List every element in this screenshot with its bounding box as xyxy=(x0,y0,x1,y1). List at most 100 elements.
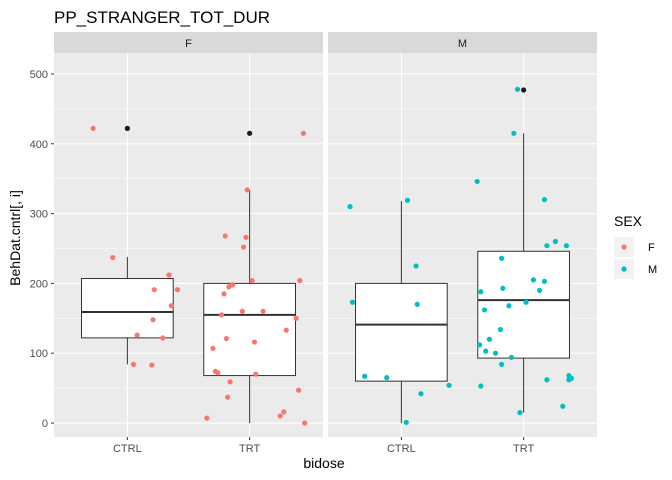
data-point xyxy=(239,308,245,314)
data-point xyxy=(300,130,307,136)
data-point xyxy=(414,301,420,307)
data-point xyxy=(362,373,368,379)
data-point xyxy=(418,391,424,397)
legend-key-M xyxy=(621,266,627,272)
data-point xyxy=(215,370,221,376)
data-point xyxy=(244,187,250,193)
y-axis: 0 100 200 300 400 500 xyxy=(30,69,54,430)
data-point xyxy=(511,130,517,136)
data-point xyxy=(541,278,548,284)
data-point xyxy=(166,272,172,278)
data-point xyxy=(204,415,210,421)
facet-panel-M: M xyxy=(328,32,597,437)
data-point xyxy=(500,285,506,291)
box-CTRL xyxy=(81,125,174,365)
y-tick-label: 200 xyxy=(30,278,48,290)
y-tick-label: 0 xyxy=(42,418,48,430)
data-point xyxy=(403,419,409,425)
data-point xyxy=(497,326,504,333)
x-tick-label: CTRL xyxy=(387,443,416,455)
data-point xyxy=(283,327,289,333)
x-tick-label: TRT xyxy=(239,443,260,455)
y-tick-label: 500 xyxy=(30,69,48,81)
data-point xyxy=(295,387,302,393)
data-point xyxy=(150,317,156,323)
data-point xyxy=(151,287,157,293)
data-point xyxy=(110,254,116,261)
data-point xyxy=(544,377,550,383)
data-point xyxy=(347,204,353,210)
data-point xyxy=(249,278,255,284)
data-point xyxy=(499,361,505,367)
data-point xyxy=(90,125,96,132)
x-axis: CTRL TRT CTRL TRT xyxy=(113,437,535,455)
box-TRT xyxy=(477,87,570,413)
x-tick-label: TRT xyxy=(513,443,534,455)
data-point xyxy=(229,282,236,288)
facet-strip-label: M xyxy=(458,38,467,50)
box-body xyxy=(203,282,296,377)
data-point xyxy=(243,234,249,240)
data-point xyxy=(474,178,480,185)
data-point xyxy=(168,303,174,309)
x-tick-label: CTRL xyxy=(113,443,142,455)
data-point xyxy=(134,332,140,338)
data-point xyxy=(253,371,259,377)
panel-background xyxy=(54,53,323,437)
data-point xyxy=(281,409,287,415)
y-axis-title: BehDat.cntrl[, i] xyxy=(7,190,23,286)
data-point xyxy=(404,197,411,203)
facet-panel-F: F xyxy=(54,32,323,437)
data-point xyxy=(218,312,225,318)
data-point xyxy=(477,342,483,348)
data-point xyxy=(560,403,566,409)
data-point xyxy=(481,307,488,313)
data-point xyxy=(302,420,308,426)
data-point xyxy=(506,303,512,309)
facet-strip-label: F xyxy=(185,38,192,50)
data-point xyxy=(530,277,537,283)
legend-title: SEX xyxy=(614,213,643,229)
y-tick-label: 400 xyxy=(30,139,48,151)
data-point xyxy=(478,289,484,295)
box-body xyxy=(355,282,448,382)
data-point xyxy=(240,244,247,250)
facet-strip xyxy=(328,32,597,53)
data-point xyxy=(149,362,155,368)
data-point xyxy=(568,375,574,381)
legend-key-F xyxy=(621,244,627,250)
data-point xyxy=(508,354,515,361)
data-point xyxy=(499,255,505,261)
outlier-point xyxy=(247,130,253,136)
chart-title: PP_STRANGER_TOT_DUR xyxy=(54,8,270,27)
legend-label-M: M xyxy=(648,264,657,276)
data-point xyxy=(517,409,523,416)
y-tick-label: 100 xyxy=(30,348,48,360)
box-body xyxy=(81,278,174,339)
data-point xyxy=(536,287,543,293)
data-point xyxy=(478,383,484,389)
data-point xyxy=(486,336,492,342)
legend: SEX FM xyxy=(614,213,657,279)
data-point xyxy=(563,243,570,249)
box-TRT xyxy=(203,130,296,424)
data-point xyxy=(514,86,521,92)
data-point xyxy=(297,278,303,284)
data-point xyxy=(222,233,228,239)
data-point xyxy=(277,413,283,419)
data-point xyxy=(483,348,489,354)
outlier-point xyxy=(124,125,130,132)
data-point xyxy=(223,335,230,342)
data-point xyxy=(221,291,227,297)
outlier-point xyxy=(521,87,527,93)
data-point xyxy=(227,379,233,385)
data-point xyxy=(544,243,550,249)
data-point xyxy=(413,263,419,269)
data-point xyxy=(492,350,499,356)
box-body xyxy=(477,250,570,359)
data-point xyxy=(130,361,137,367)
data-point xyxy=(293,315,299,321)
box-CTRL xyxy=(355,201,448,424)
